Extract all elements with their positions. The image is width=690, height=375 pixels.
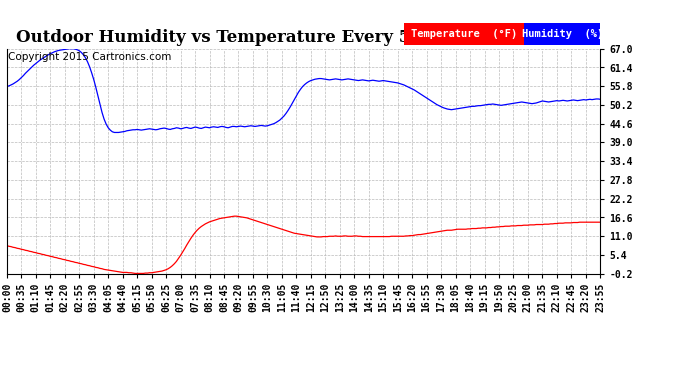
Text: Humidity  (%): Humidity (%) bbox=[522, 29, 603, 39]
Text: Copyright 2015 Cartronics.com: Copyright 2015 Cartronics.com bbox=[8, 53, 172, 63]
Text: Temperature  (°F): Temperature (°F) bbox=[411, 29, 517, 39]
Title: Outdoor Humidity vs Temperature Every 5 Minutes 20150205: Outdoor Humidity vs Temperature Every 5 … bbox=[17, 29, 591, 46]
